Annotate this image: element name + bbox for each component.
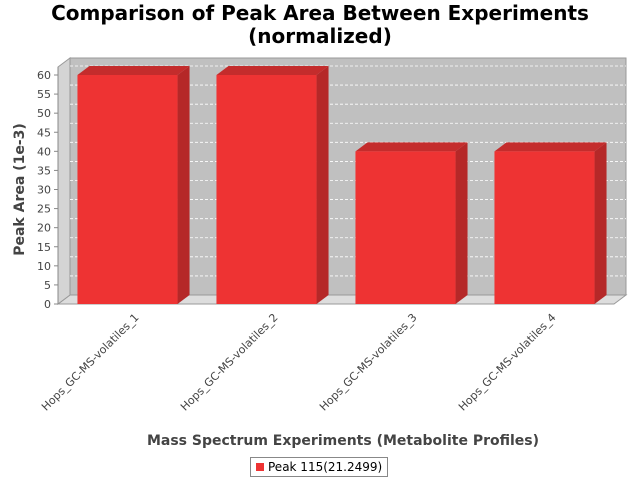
bar-side — [455, 142, 468, 304]
y-tick-label: 25 — [37, 203, 51, 216]
bar — [77, 66, 190, 304]
x-axis-label: Mass Spectrum Experiments (Metabolite Pr… — [147, 433, 539, 449]
bar-side — [177, 66, 190, 304]
bar-side — [316, 66, 329, 304]
y-axis-label: Peak Area (1e-3) — [12, 123, 28, 256]
x-tick-label: Hops_GC-MS-volatiles_4 — [456, 311, 559, 414]
bar-top — [77, 66, 190, 75]
y-tick-label: 50 — [37, 107, 51, 120]
y-tick-label: 30 — [37, 184, 51, 197]
plot-left-wall — [57, 57, 71, 305]
y-tick-label: 20 — [37, 222, 51, 235]
x-axis: Hops_GC-MS-volatiles_1 Hops_GC-MS-volatil… — [39, 311, 559, 414]
x-tick-label: Hops_GC-MS-volatiles_1 — [39, 311, 142, 414]
bar-side — [594, 142, 607, 304]
y-tick-label: 45 — [37, 126, 51, 139]
bar — [355, 142, 468, 304]
legend: Peak 115(21.2499) — [250, 457, 389, 477]
x-tick-label: Hops_GC-MS-volatiles_3 — [317, 311, 420, 414]
legend-swatch — [256, 463, 264, 471]
y-axis: 0 5 10 15 20 25 30 35 40 45 50 55 60 — [37, 67, 59, 311]
bar-top — [355, 142, 468, 152]
bar — [216, 66, 329, 304]
bar-front — [77, 75, 178, 304]
legend-label: Peak 115(21.2499) — [268, 460, 383, 474]
bars — [77, 66, 607, 304]
chart-title-line-1: Comparison of Peak Area Between Experime… — [51, 1, 589, 25]
y-tick-label: 35 — [37, 164, 51, 177]
bar-front — [355, 151, 456, 304]
bar-front — [494, 151, 595, 304]
bar-top — [494, 142, 607, 152]
y-tick-label: 55 — [37, 88, 51, 101]
y-tick-label: 10 — [37, 260, 51, 273]
bar-top — [216, 66, 329, 75]
y-tick-label: 60 — [37, 69, 51, 82]
y-tick-label: 15 — [37, 241, 51, 254]
y-tick-label: 0 — [44, 298, 51, 311]
bar-front — [216, 75, 317, 304]
chart-title: Comparison of Peak Area Between Experime… — [0, 2, 640, 48]
y-tick-label: 5 — [44, 279, 51, 292]
x-tick-label: Hops_GC-MS-volatiles_2 — [178, 311, 281, 414]
bar — [494, 142, 607, 304]
chart-title-line-2: (normalized) — [248, 24, 392, 48]
y-tick-label: 40 — [37, 145, 51, 158]
